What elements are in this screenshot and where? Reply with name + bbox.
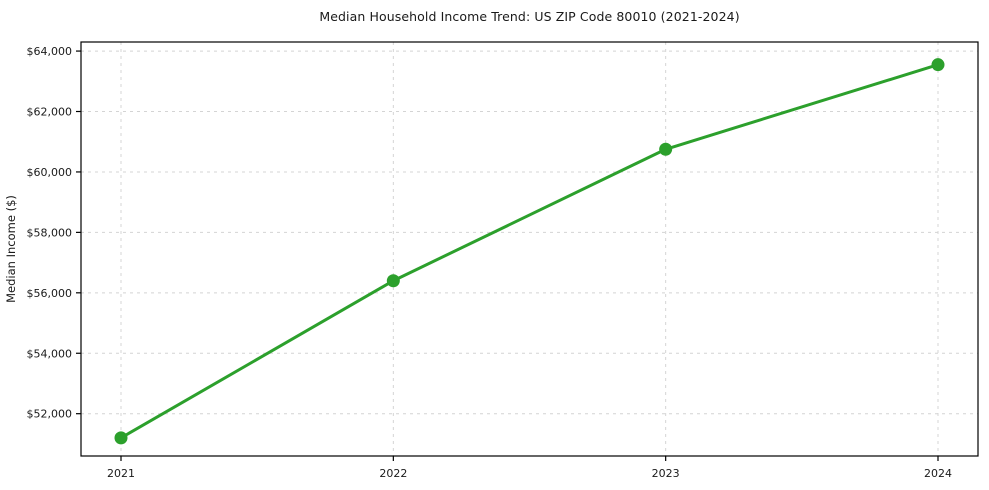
x-tick-label: 2024 [924,467,952,480]
y-tick-label: $58,000 [27,226,73,239]
chart-title: Median Household Income Trend: US ZIP Co… [319,9,740,24]
data-point [114,431,128,445]
y-tick-label: $62,000 [27,106,73,119]
y-tick-label: $54,000 [27,347,73,360]
y-axis-label: Median Income ($) [4,195,18,303]
x-tick-label: 2023 [652,467,680,480]
plot-border [80,41,979,457]
data-point [659,142,673,156]
y-tick-label: $56,000 [27,287,73,300]
x-tick-label: 2021 [107,467,135,480]
y-tick-label: $52,000 [27,408,73,421]
trend-line [119,63,940,440]
y-tick-label: $60,000 [27,166,73,179]
y-tick-label: $64,000 [27,45,73,58]
x-tick-label: 2022 [379,467,407,480]
data-point [386,274,400,288]
data-point [931,58,945,72]
